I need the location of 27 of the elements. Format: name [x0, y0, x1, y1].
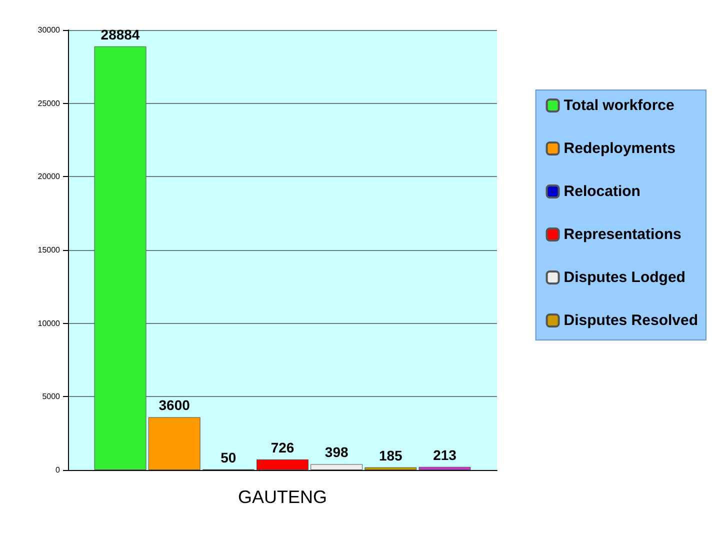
data-label: 213 — [433, 446, 457, 463]
y-tick-label: 20000 — [38, 172, 61, 182]
data-label: 50 — [220, 449, 236, 466]
data-label: 28884 — [100, 26, 140, 42]
data-label: 726 — [270, 439, 294, 456]
data-label: 398 — [324, 444, 348, 460]
bar — [310, 464, 363, 470]
legend-label: Disputes Resolved — [564, 312, 698, 329]
legend-label: Disputes Lodged — [564, 269, 686, 286]
legend-label: Relocation — [564, 183, 640, 200]
y-tick-label: 10000 — [38, 318, 61, 328]
data-label: 185 — [378, 447, 403, 464]
bar — [256, 459, 308, 470]
y-tick-label: 15000 — [38, 246, 61, 254]
y-tick-label: 25000 — [38, 98, 61, 108]
bar — [418, 466, 471, 470]
x-tick-label: GAUTENG — [238, 487, 328, 507]
y-tick-label: 5000 — [42, 392, 61, 402]
y-tick-label: 0 — [56, 466, 61, 474]
bar — [148, 417, 200, 470]
legend-label: Total workforce — [564, 97, 674, 114]
bar — [364, 467, 417, 470]
legend-label: Redeployments — [564, 140, 676, 157]
bar — [94, 46, 146, 470]
legend-label: Representations — [564, 226, 682, 243]
y-tick-label: 30000 — [38, 26, 61, 34]
data-label: 3600 — [158, 397, 190, 414]
